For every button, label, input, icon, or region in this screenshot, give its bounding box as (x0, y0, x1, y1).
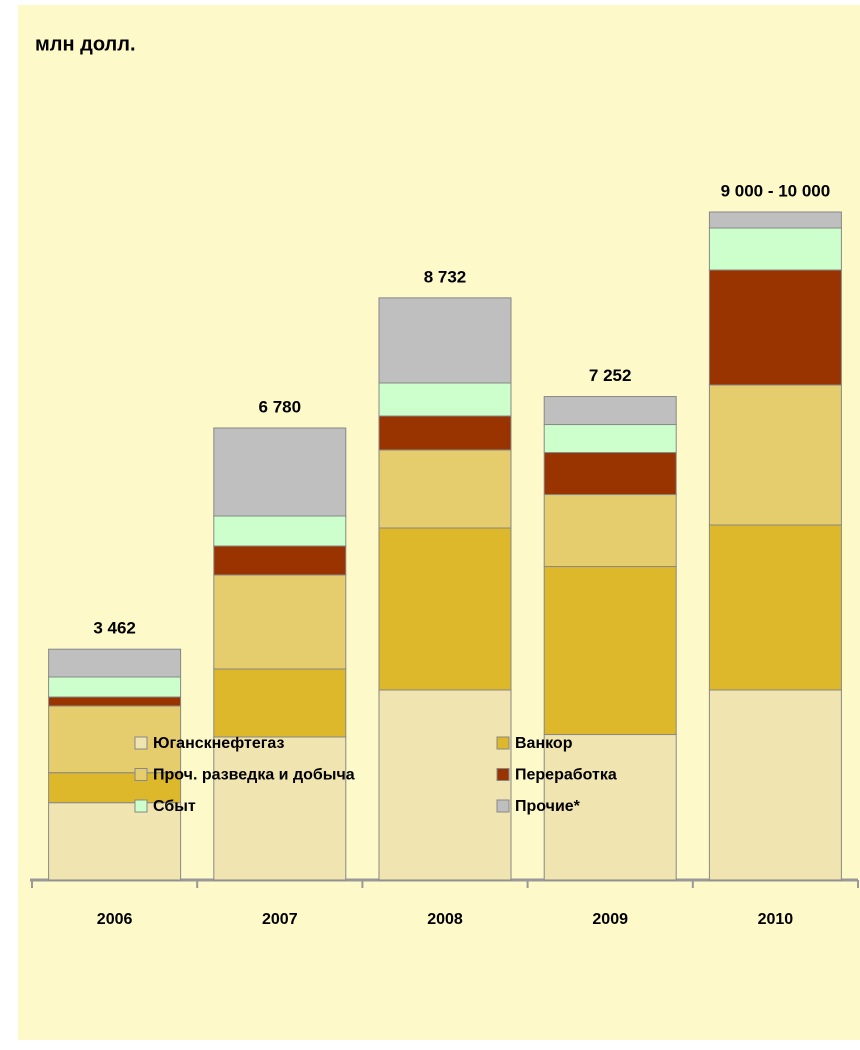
chart-title: млн долл. (35, 33, 136, 55)
bar-segment (213, 427, 347, 517)
total-label: 7 252 (589, 366, 632, 385)
bar-segment (543, 734, 677, 881)
total-label: 8 732 (424, 267, 467, 286)
legend-label: Сбыт (153, 798, 196, 815)
x-tick-label: 2010 (758, 911, 794, 928)
total-label: 6 780 (259, 397, 302, 416)
legend-label: Прочие* (515, 798, 581, 815)
legend-label: Юганскнефтегаз (153, 735, 284, 752)
bar-segment (48, 705, 182, 774)
bar-segment (213, 515, 347, 547)
bar-segment (213, 545, 347, 576)
total-label: 9 000 - 10 000 (721, 181, 831, 200)
bar-segment (378, 415, 512, 451)
legend-label: Переработка (515, 767, 617, 784)
bar-segment (543, 396, 677, 426)
legend-swatch (134, 799, 148, 813)
bar-segment (213, 668, 347, 738)
legend-swatch (496, 799, 510, 813)
bar-segment (708, 384, 842, 526)
bar-segment (708, 211, 842, 229)
legend-swatch (134, 736, 148, 750)
bar-segment (48, 676, 182, 698)
bar-segment (213, 736, 347, 881)
bar-segment (543, 452, 677, 496)
bar-segment (378, 527, 512, 691)
bar-segment (708, 524, 842, 691)
x-tick-label: 2008 (427, 911, 463, 928)
bar-segment (48, 648, 182, 678)
bar-segment (378, 689, 512, 881)
bar-segment (378, 449, 512, 529)
bar-segment (543, 424, 677, 454)
legend-label: Проч. разведка и добыча (153, 767, 355, 784)
x-tick-label: 2009 (592, 911, 628, 928)
legend-swatch (496, 736, 510, 750)
bar-segment (48, 802, 182, 881)
bar-segment (708, 227, 842, 271)
bar-segment (708, 269, 842, 386)
x-tick-label: 2007 (262, 911, 298, 928)
bar-segment (378, 297, 512, 384)
x-tick-label: 2006 (97, 911, 133, 928)
bar-segment (708, 689, 842, 881)
legend-swatch (134, 768, 148, 781)
legend-label: Ванкор (515, 735, 573, 752)
bar-segment (543, 494, 677, 568)
bar-segment (48, 696, 182, 707)
bar-segment (213, 574, 347, 670)
bar-segment (543, 566, 677, 736)
total-label: 3 462 (93, 619, 136, 638)
bar-segment (378, 382, 512, 417)
bar-segment (48, 772, 182, 804)
legend-swatch (496, 768, 510, 781)
